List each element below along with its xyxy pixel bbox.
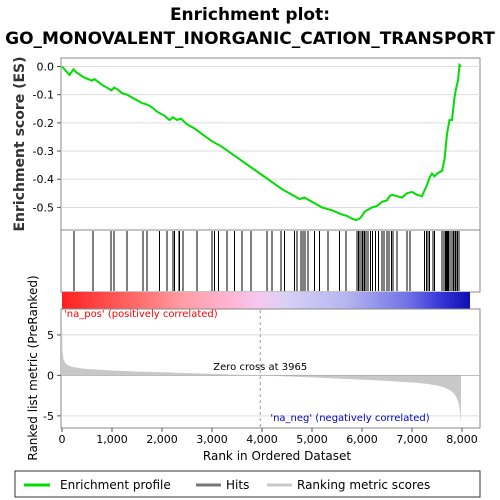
hit-marks bbox=[73, 231, 460, 291]
metric-y-tick-labels: 5 0 -5 bbox=[43, 329, 61, 423]
rank-color-bar bbox=[62, 292, 470, 309]
negative-correlation-label: 'na_neg' (negatively correlated) bbox=[270, 413, 429, 424]
es-y-tick-label: -0.5 bbox=[33, 201, 54, 214]
ranking-metric-area bbox=[62, 322, 461, 424]
legend-label-ranking-metric: Ranking metric scores bbox=[297, 478, 430, 492]
hits-panel-frame bbox=[60, 229, 481, 293]
es-y-tick-label: 0.0 bbox=[37, 60, 55, 73]
metric-y-axis-label: Ranked list metric (PreRanked) bbox=[26, 275, 40, 460]
es-y-axis-label: Enrichment score (ES) bbox=[12, 56, 28, 231]
legend-box bbox=[14, 470, 481, 498]
es-gridlines bbox=[61, 65, 480, 208]
chart-title-line1: Enrichment plot: bbox=[170, 5, 330, 25]
positive-correlation-label: 'na_pos' (positively correlated) bbox=[64, 309, 218, 320]
x-tick-label: 2,000 bbox=[146, 433, 178, 446]
metric-y-tick-label: -5 bbox=[43, 410, 54, 423]
x-axis-label: Rank in Ordered Dataset bbox=[203, 449, 351, 463]
es-y-tick-label: -0.2 bbox=[33, 117, 54, 130]
x-tick-label: 1,000 bbox=[96, 433, 128, 446]
x-tick-label: 6,000 bbox=[346, 433, 378, 446]
metric-panel-frame bbox=[60, 308, 481, 429]
es-panel-frame bbox=[60, 57, 481, 231]
x-tick-labels: 0 1,000 2,000 3,000 4,000 5,000 6,000 7,000 8,00… bbox=[59, 428, 478, 446]
es-y-tick-label: -0.3 bbox=[33, 145, 54, 158]
legend-label-hits: Hits bbox=[226, 478, 249, 492]
es-y-tick-labels: 0.0 -0.1 -0.2 -0.3 -0.4 -0.5 bbox=[33, 60, 61, 214]
x-tick-label: 5,000 bbox=[296, 433, 328, 446]
metric-y-tick-label: 5 bbox=[47, 329, 54, 342]
x-tick-label: 0 bbox=[59, 433, 66, 446]
x-tick-label: 8,000 bbox=[446, 433, 478, 446]
legend-label-enrichment-profile: Enrichment profile bbox=[60, 478, 171, 492]
metric-y-tick-label: 0 bbox=[47, 369, 54, 382]
chart-title-line2: GO_MONOVALENT_INORGANIC_CATION_TRANSPORT bbox=[5, 29, 495, 49]
zero-cross-label: Zero cross at 3965 bbox=[213, 362, 307, 373]
es-y-tick-label: -0.1 bbox=[33, 89, 54, 102]
x-tick-label: 3,000 bbox=[196, 433, 228, 446]
es-y-tick-label: -0.4 bbox=[33, 173, 54, 186]
enrichment-profile-line bbox=[61, 62, 462, 222]
x-tick-label: 7,000 bbox=[396, 433, 428, 446]
x-tick-label: 4,000 bbox=[246, 433, 278, 446]
